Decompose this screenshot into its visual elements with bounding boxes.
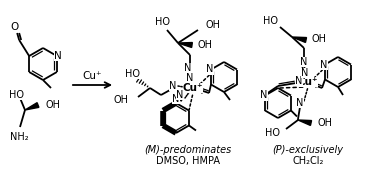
Text: (P)-exclusively: (P)-exclusively	[273, 145, 344, 155]
Text: (M)-predominates: (M)-predominates	[144, 145, 232, 155]
Text: N: N	[193, 83, 201, 93]
Text: NH₂: NH₂	[10, 132, 28, 142]
Text: N: N	[176, 90, 184, 100]
Text: Cu⁺: Cu⁺	[183, 83, 203, 93]
Text: OH: OH	[45, 100, 60, 110]
Text: Cu⁺: Cu⁺	[298, 77, 318, 87]
Text: N: N	[307, 78, 315, 88]
Text: OH: OH	[198, 40, 213, 50]
Text: N: N	[260, 90, 268, 101]
Text: N: N	[172, 94, 180, 104]
Text: HO: HO	[9, 90, 24, 100]
Text: N: N	[300, 57, 308, 67]
Text: HO: HO	[155, 17, 169, 27]
Text: N: N	[54, 51, 62, 61]
Text: OH: OH	[312, 34, 327, 44]
Text: N: N	[186, 73, 194, 83]
Text: N: N	[295, 76, 303, 86]
Text: N: N	[169, 81, 177, 91]
Text: CH₂Cl₂: CH₂Cl₂	[292, 156, 324, 166]
Text: N: N	[320, 60, 328, 69]
Text: N: N	[206, 65, 214, 74]
Text: OH: OH	[205, 20, 220, 30]
Text: O: O	[10, 22, 18, 32]
Polygon shape	[298, 120, 311, 125]
Text: OH: OH	[317, 118, 332, 128]
Text: HO: HO	[262, 16, 277, 26]
Polygon shape	[178, 42, 192, 48]
Text: HO: HO	[265, 128, 280, 138]
Polygon shape	[25, 103, 39, 110]
Text: OH: OH	[114, 95, 129, 105]
Polygon shape	[292, 37, 307, 42]
Text: Cu⁺: Cu⁺	[82, 71, 102, 81]
Text: N: N	[296, 98, 304, 108]
Text: N: N	[301, 68, 309, 78]
Text: DMSO, HMPA: DMSO, HMPA	[156, 156, 220, 166]
Text: N: N	[184, 63, 192, 73]
Text: HO: HO	[124, 69, 139, 79]
